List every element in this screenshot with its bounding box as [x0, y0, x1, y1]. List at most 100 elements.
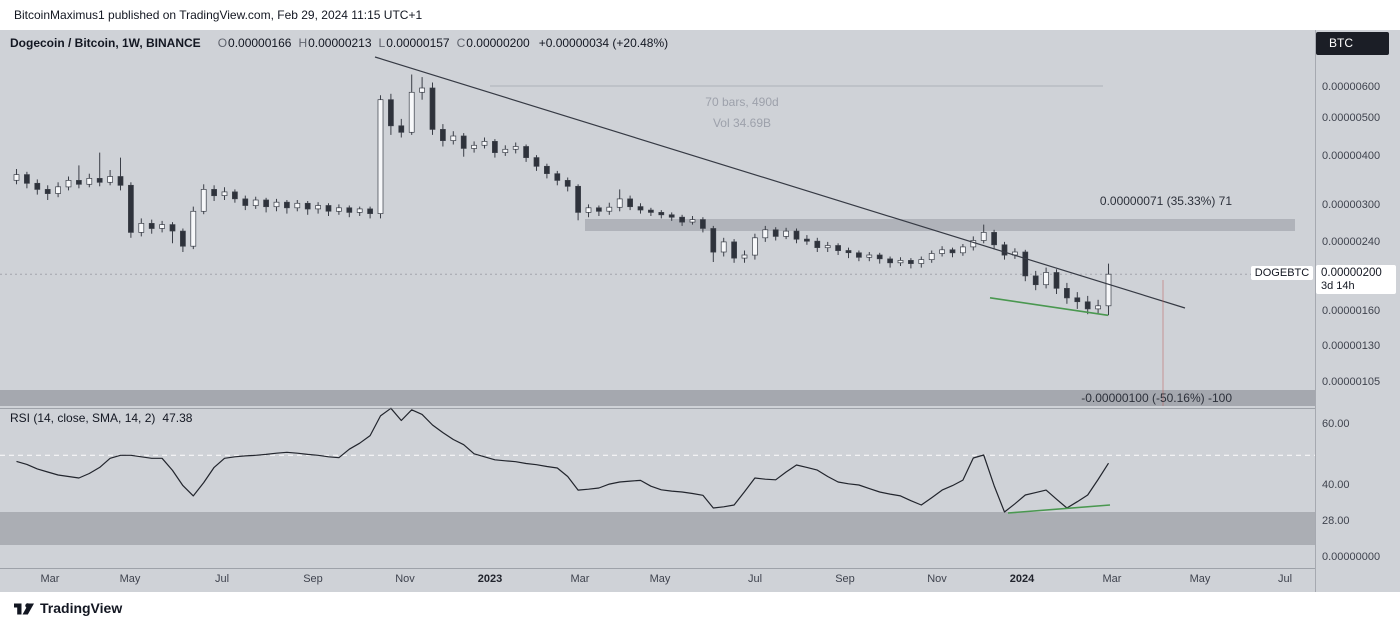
time-axis-label: Jul — [1277, 573, 1293, 585]
candle-body — [377, 99, 384, 214]
candle-body — [1095, 305, 1101, 310]
time-axis-label: May — [1189, 573, 1211, 585]
rsi-value: 47.38 — [162, 411, 193, 425]
candle-body — [720, 241, 727, 253]
candle-body — [637, 206, 644, 211]
rsi-axis-label: 28.00 — [1322, 515, 1350, 527]
candle-body — [284, 201, 290, 209]
candle-body — [44, 189, 51, 194]
candle-body — [502, 148, 509, 153]
time-axis[interactable]: Mar May Jul Sep Nov 2023 Mar May Jul Sep Nov 2024 Ma… — [0, 568, 1315, 592]
candle-body — [419, 87, 425, 93]
candle-body — [190, 210, 197, 247]
candle-body — [1043, 272, 1049, 286]
chart-canvas[interactable] — [0, 30, 1315, 568]
price-axis-label: 0.00000240 — [1322, 236, 1381, 248]
candle-body — [471, 144, 477, 149]
candle-body — [762, 229, 769, 239]
time-axis-label: May — [119, 573, 141, 585]
candle-body — [346, 207, 353, 213]
rsi-axis-label: 60.00 — [1322, 418, 1350, 430]
tradingview-logo-icon[interactable] — [13, 600, 35, 622]
candle-body — [783, 230, 789, 237]
candle-body — [1064, 288, 1070, 299]
lower-target-band[interactable] — [0, 390, 1315, 406]
ohlc-low-key: L — [378, 36, 386, 50]
candle-body — [512, 146, 519, 150]
candle-body — [866, 254, 873, 258]
candle-body — [1032, 275, 1039, 286]
rsi-line — [16, 407, 1110, 513]
pane-divider[interactable] — [0, 408, 1315, 409]
candle-body — [200, 189, 207, 212]
descending-trendline[interactable] — [374, 56, 1186, 309]
candle-body — [533, 157, 540, 167]
time-axis-label: May — [649, 573, 671, 585]
price-axis-label: 0.00000600 — [1322, 81, 1381, 93]
candle-body — [24, 174, 30, 184]
candle-body — [793, 230, 800, 240]
candle-body — [980, 232, 987, 241]
candle-body — [772, 229, 779, 237]
candle-body — [596, 207, 602, 212]
lower-target-label: -0.00000100 (-50.16%) -100 — [1081, 391, 1232, 405]
candle-body — [263, 199, 269, 208]
price-axis-label: 0.00000130 — [1322, 340, 1381, 352]
chart-area[interactable]: Dogecoin / Bitcoin, 1W, BINANCE O0.000001… — [0, 30, 1400, 592]
tradingview-brand-text[interactable]: TradingView — [40, 600, 123, 616]
candle-body — [440, 129, 446, 141]
candle-body — [1001, 244, 1008, 256]
candle-body — [86, 178, 93, 185]
candle-body — [606, 206, 613, 212]
time-axis-label: Jul — [747, 573, 763, 585]
price-axis-label: 0.00000160 — [1322, 305, 1381, 317]
change-value: +0.00000034 (+20.48%) — [538, 36, 669, 50]
candle-body — [252, 199, 259, 206]
rsi-support-line[interactable] — [1007, 504, 1111, 514]
candle-body — [107, 176, 113, 183]
candle-body — [835, 245, 841, 251]
candle-body — [55, 186, 61, 194]
candle-body — [564, 180, 571, 187]
candle-body — [1022, 251, 1029, 277]
currency-toggle-btc-button[interactable]: BTC — [1316, 32, 1389, 55]
candle-body — [450, 135, 457, 141]
ohlc-close-key: C — [456, 36, 466, 50]
candle-body — [221, 191, 228, 196]
last-price-label: 0.00000200 3d 14h — [1316, 265, 1396, 294]
candle-body — [741, 254, 748, 259]
time-axis-label: Mar — [1102, 573, 1122, 585]
candle-body — [876, 254, 883, 260]
candle-body — [908, 260, 914, 264]
candle-body — [554, 173, 561, 181]
measure-tool-label: 70 bars, 490d Vol 34.69B — [642, 92, 842, 134]
price-axis[interactable]: 0.00000000 0.00000600 0.00000500 0.0000040… — [1315, 30, 1400, 592]
candle-body — [273, 201, 280, 208]
candle-body — [76, 180, 82, 185]
candle-body — [700, 219, 706, 229]
candle-body — [887, 258, 893, 264]
support-trendline[interactable] — [989, 297, 1109, 317]
symbol-legend: Dogecoin / Bitcoin, 1W, BINANCE O0.000001… — [10, 36, 668, 50]
bar-countdown: 3d 14h — [1321, 280, 1355, 292]
candle-body — [138, 223, 145, 233]
candle-body — [367, 208, 373, 214]
publication-bar: BitcoinMaximus1 published on TradingView… — [0, 0, 1400, 30]
candle-body — [408, 91, 415, 133]
last-price-value: 0.00000200 — [1321, 267, 1382, 279]
candle-body — [804, 238, 810, 242]
candle-body — [991, 232, 997, 246]
resistance-zone[interactable] — [585, 219, 1295, 231]
publication-info: BitcoinMaximus1 published on TradingView… — [14, 8, 423, 22]
measure-bars-label: 70 bars, 490d — [705, 95, 779, 109]
time-axis-label: Nov — [927, 573, 947, 585]
symbol-title[interactable]: Dogecoin / Bitcoin, 1W, BINANCE — [10, 36, 201, 50]
price-axis-label: 0.00000300 — [1322, 199, 1381, 211]
rsi-legend-title[interactable]: RSI (14, close, SMA, 14, 2) — [10, 411, 156, 425]
candle-body — [481, 141, 488, 146]
candle-body — [710, 228, 717, 253]
candle-body — [211, 189, 217, 197]
candle-body — [731, 241, 737, 259]
candle-body — [460, 135, 467, 149]
